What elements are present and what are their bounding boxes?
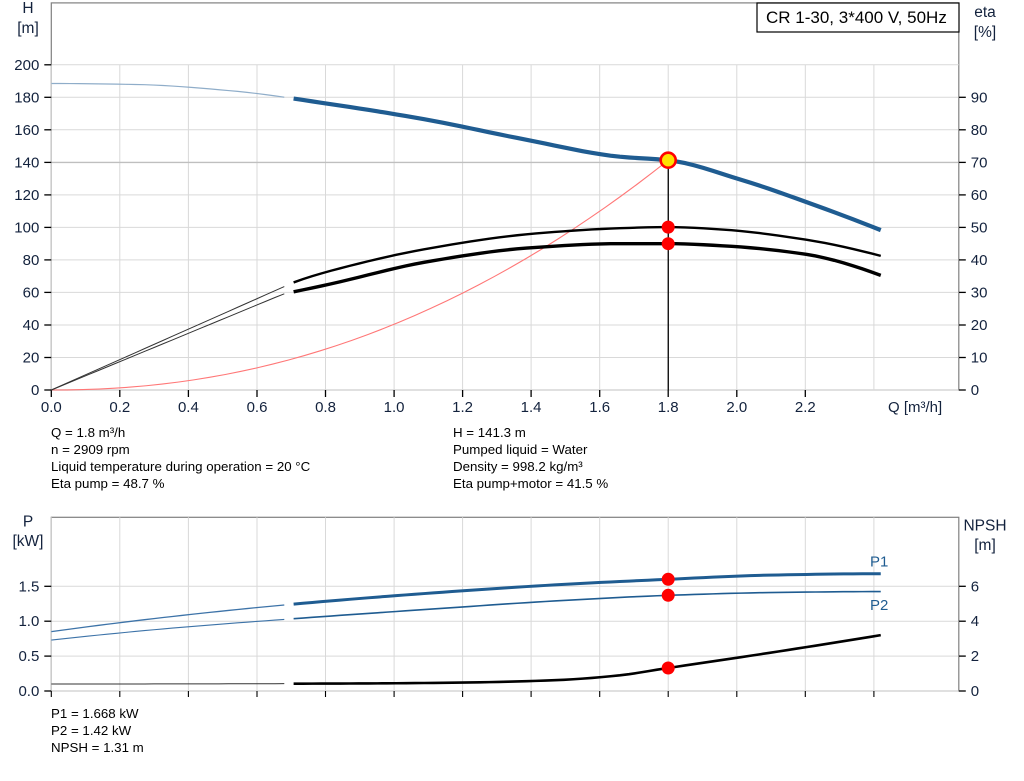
svg-text:60: 60 bbox=[23, 284, 40, 301]
svg-text:0.8: 0.8 bbox=[315, 399, 336, 416]
svg-text:0.0: 0.0 bbox=[18, 683, 39, 700]
svg-text:20: 20 bbox=[23, 350, 40, 367]
svg-text:CR 1-30, 3*400 V, 50Hz: CR 1-30, 3*400 V, 50Hz bbox=[766, 8, 947, 27]
svg-text:90: 90 bbox=[971, 89, 988, 106]
svg-text:[m]: [m] bbox=[17, 20, 39, 37]
svg-text:20: 20 bbox=[971, 317, 988, 334]
svg-text:80: 80 bbox=[971, 122, 988, 139]
svg-text:2: 2 bbox=[971, 648, 979, 665]
svg-text:1.6: 1.6 bbox=[589, 399, 610, 416]
svg-text:1.5: 1.5 bbox=[18, 578, 39, 595]
svg-text:180: 180 bbox=[14, 89, 39, 106]
svg-text:70: 70 bbox=[971, 154, 988, 171]
svg-text:40: 40 bbox=[971, 252, 988, 269]
svg-text:40: 40 bbox=[23, 317, 40, 334]
svg-text:0: 0 bbox=[971, 382, 979, 399]
svg-text:0.5: 0.5 bbox=[18, 648, 39, 665]
svg-text:P: P bbox=[23, 514, 33, 531]
svg-text:0: 0 bbox=[971, 683, 979, 700]
svg-text:30: 30 bbox=[971, 284, 988, 301]
svg-text:H: H bbox=[22, 0, 33, 17]
svg-text:0.2: 0.2 bbox=[109, 399, 130, 416]
svg-text:1.8: 1.8 bbox=[658, 399, 679, 416]
svg-text:[kW]: [kW] bbox=[13, 533, 44, 550]
svg-text:NPSH: NPSH bbox=[963, 518, 1006, 535]
svg-text:0.0: 0.0 bbox=[41, 399, 62, 416]
svg-text:140: 140 bbox=[14, 154, 39, 171]
svg-text:80: 80 bbox=[23, 252, 40, 269]
svg-text:1.0: 1.0 bbox=[18, 613, 39, 630]
svg-text:[%]: [%] bbox=[974, 24, 996, 41]
svg-text:1.4: 1.4 bbox=[521, 399, 542, 416]
svg-text:0.6: 0.6 bbox=[247, 399, 268, 416]
svg-text:[m]: [m] bbox=[974, 537, 996, 554]
svg-text:200: 200 bbox=[14, 57, 39, 74]
svg-text:10: 10 bbox=[971, 350, 988, 367]
svg-text:0.4: 0.4 bbox=[178, 399, 199, 416]
svg-text:2.2: 2.2 bbox=[795, 399, 816, 416]
svg-text:2.0: 2.0 bbox=[726, 399, 747, 416]
svg-text:1.2: 1.2 bbox=[452, 399, 473, 416]
svg-text:0: 0 bbox=[31, 382, 39, 399]
svg-text:50: 50 bbox=[971, 219, 988, 236]
svg-text:eta: eta bbox=[974, 4, 996, 21]
svg-text:100: 100 bbox=[14, 219, 39, 236]
svg-text:Q [m³/h]: Q [m³/h] bbox=[888, 399, 942, 416]
svg-text:6: 6 bbox=[971, 578, 979, 595]
svg-text:P1: P1 bbox=[870, 554, 888, 571]
svg-text:P2: P2 bbox=[870, 597, 888, 614]
svg-text:160: 160 bbox=[14, 122, 39, 139]
svg-text:120: 120 bbox=[14, 187, 39, 204]
svg-text:4: 4 bbox=[971, 613, 979, 630]
svg-text:60: 60 bbox=[971, 187, 988, 204]
svg-text:1.0: 1.0 bbox=[384, 399, 405, 416]
